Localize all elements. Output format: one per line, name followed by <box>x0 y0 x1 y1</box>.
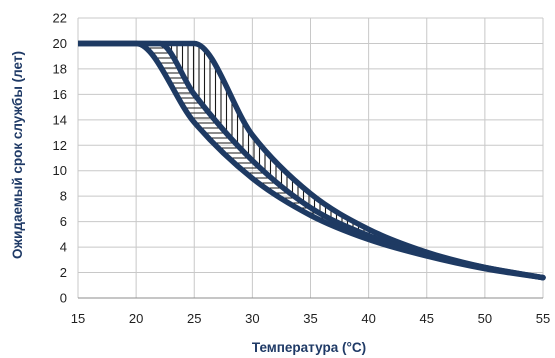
x-tick-label: 20 <box>129 311 143 326</box>
y-tick-label: 20 <box>53 36 67 51</box>
y-tick-labels: 0 2 4 6 8 10 12 14 16 18 20 22 <box>53 11 67 306</box>
y-tick-label: 10 <box>53 163 67 178</box>
y-tick-label: 4 <box>60 240 67 255</box>
grid <box>77 17 544 299</box>
series-lines <box>78 40 546 281</box>
y-tick-label: 16 <box>53 87 67 102</box>
x-tick-label: 15 <box>71 311 85 326</box>
y-tick-label: 14 <box>53 112 67 127</box>
y-axis-title: Ожидаемый срок службы (лет) <box>10 51 25 259</box>
x-tick-label: 45 <box>420 311 434 326</box>
x-axis-title: Температура (°C) <box>252 340 366 355</box>
y-tick-label: 8 <box>60 189 67 204</box>
x-tick-label: 55 <box>536 311 550 326</box>
y-tick-label: 12 <box>53 138 67 153</box>
x-tick-label: 50 <box>478 311 492 326</box>
x-tick-label: 40 <box>361 311 375 326</box>
series-line-3 <box>78 40 546 281</box>
x-tick-labels: 15 20 25 30 35 40 45 50 55 <box>71 311 550 326</box>
y-tick-label: 2 <box>60 265 67 280</box>
y-tick-label: 22 <box>53 11 67 26</box>
x-tick-label: 30 <box>245 311 259 326</box>
x-tick-label: 25 <box>187 311 201 326</box>
y-tick-label: 18 <box>53 61 67 76</box>
y-tick-label: 6 <box>60 214 67 229</box>
x-tick-label: 35 <box>303 311 317 326</box>
hatch-vertical-region <box>78 43 541 278</box>
y-tick-label: 0 <box>60 291 67 306</box>
